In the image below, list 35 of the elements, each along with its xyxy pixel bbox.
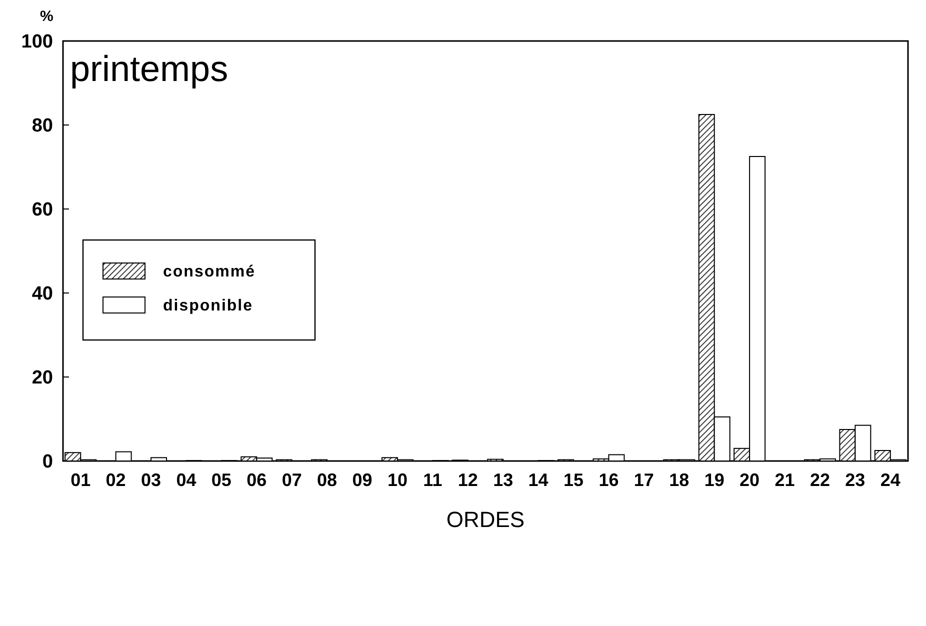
x-tick-label: 17: [634, 470, 654, 490]
y-tick-label: 100: [21, 32, 53, 53]
x-tick-label: 14: [528, 470, 548, 490]
chart-title: printemps: [70, 48, 228, 89]
x-tick-label: 09: [352, 470, 372, 490]
x-tick-label: 03: [141, 470, 162, 490]
x-tick-label: 11: [423, 470, 442, 490]
x-tick-label: 24: [880, 470, 900, 490]
y-tick-label: 20: [32, 368, 53, 389]
x-tick-label: 18: [669, 470, 690, 490]
x-tick-label: 23: [845, 470, 866, 490]
legend-label: disponible: [163, 298, 253, 315]
legend-label: consommé: [163, 264, 256, 281]
y-tick-label: 40: [32, 284, 53, 305]
x-axis-title: ORDES: [446, 507, 525, 532]
x-tick-label: 06: [246, 470, 267, 490]
x-tick-label: 07: [282, 470, 302, 490]
x-tick-label: 10: [387, 470, 408, 490]
y-tick-label: 0: [42, 452, 53, 473]
x-tick-label: 01: [70, 470, 91, 490]
x-tick-label: 21: [774, 470, 795, 490]
x-tick-label: 08: [317, 470, 338, 490]
x-tick-label: 02: [106, 470, 126, 490]
x-tick-label: 04: [176, 470, 196, 490]
x-tick-label: 20: [740, 470, 760, 490]
x-tick-label: 12: [458, 470, 478, 490]
x-tick-label: 13: [493, 470, 514, 490]
y-tick-label: 60: [32, 200, 53, 221]
x-tick-label: 05: [211, 470, 232, 490]
x-tick-label: 15: [564, 470, 584, 490]
y-axis-title: %: [40, 8, 54, 25]
y-tick-label: 80: [32, 116, 53, 137]
x-tick-label: 22: [810, 470, 830, 490]
x-tick-label: 16: [598, 470, 619, 490]
x-tick-label: 19: [704, 470, 724, 490]
